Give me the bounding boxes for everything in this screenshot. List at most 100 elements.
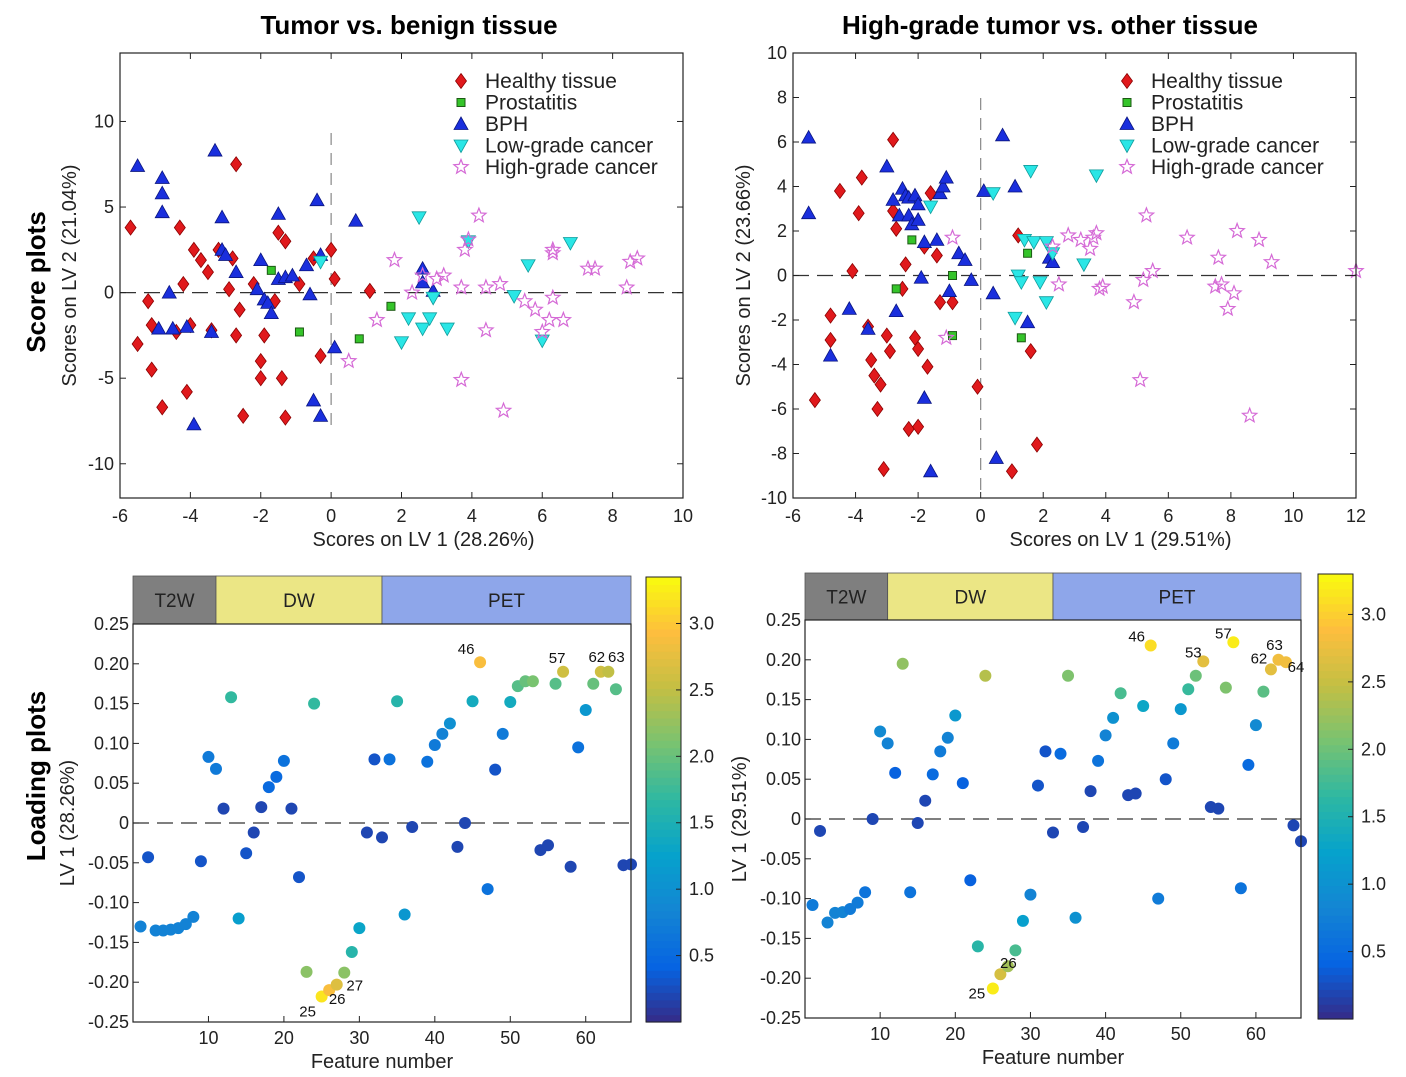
point-star	[1093, 277, 1112, 295]
loading-point	[549, 677, 562, 690]
point-triangle-up	[957, 252, 973, 266]
x-tick-label: 10	[673, 506, 693, 526]
legend-label: Healthy tissue	[485, 70, 617, 93]
point-diamond	[1024, 342, 1037, 360]
colorbar-segment	[646, 918, 681, 927]
x-tick-label: 6	[1163, 506, 1173, 526]
y-tick-label: 0.15	[94, 694, 129, 714]
x-tick-label: 12	[1346, 506, 1366, 526]
y-tick-label: -0.25	[760, 1008, 801, 1028]
loading-point	[542, 839, 554, 852]
loading-point	[496, 727, 509, 740]
x-tick-label: 2	[1038, 506, 1048, 526]
point-square	[386, 301, 396, 311]
colorbar-segment	[646, 777, 681, 786]
x-axis-label: Scores on LV 1 (28.26%)	[313, 529, 535, 551]
x-tick-label: -4	[848, 506, 864, 526]
x-axis-label: Scores on LV 1 (29.51%)	[1010, 529, 1232, 551]
colorbar-segment	[1318, 922, 1353, 931]
feature-annotation: 62	[588, 649, 605, 666]
legend-label: High-grade cancer	[1151, 156, 1324, 179]
legend-label: Prostatitis	[1151, 92, 1243, 115]
point-diamond	[180, 383, 193, 401]
point-triangle-up	[822, 347, 839, 362]
loading-point	[474, 656, 487, 669]
point-triangle-up	[207, 142, 223, 157]
y-tick-label: -0.15	[760, 928, 801, 948]
loading-point	[1264, 663, 1277, 676]
loading-point	[262, 781, 275, 794]
loading-point	[602, 665, 615, 678]
loading-point	[428, 738, 441, 751]
point-triangle-down	[312, 255, 329, 270]
colorbar-segment	[646, 792, 681, 801]
point-star	[459, 230, 478, 247]
colorbar-segment	[646, 695, 681, 704]
point-diamond	[871, 400, 884, 418]
loading-point	[1024, 888, 1037, 901]
y-tick-label: -4	[771, 355, 787, 375]
loading-point	[421, 755, 434, 768]
point-triangle-up	[309, 192, 325, 207]
colorbar-segment	[1318, 952, 1353, 961]
point-star	[403, 283, 421, 301]
band-label: T2W	[826, 588, 866, 609]
point-diamond	[874, 376, 887, 393]
band-dw	[887, 572, 1054, 621]
point-diamond	[921, 358, 934, 375]
legend-marker-triangle-down	[453, 139, 469, 154]
colorbar-segment	[646, 643, 681, 652]
colorbar-segment	[1318, 944, 1353, 953]
loading-point	[579, 703, 592, 716]
point-triangle-up	[1044, 254, 1061, 269]
point-star	[554, 310, 573, 328]
point-star	[515, 292, 534, 309]
point-square	[354, 334, 364, 344]
loading-point	[851, 896, 864, 909]
colorbar-segment	[1318, 700, 1353, 709]
loading-point	[443, 717, 456, 730]
loading-point	[436, 727, 449, 740]
x-tick-label: 10	[1283, 506, 1303, 526]
point-triangle-up	[963, 272, 979, 286]
point-triangle-up	[1007, 178, 1023, 193]
point-triangle-up	[305, 392, 322, 407]
colorbar-segment	[646, 599, 681, 608]
band-label: DW	[283, 591, 315, 612]
y-tick-label: 0.20	[766, 650, 801, 670]
colorbar-segment	[1318, 789, 1353, 798]
point-triangle-down	[506, 290, 522, 304]
loading-point	[572, 741, 585, 754]
point-diamond	[912, 418, 925, 435]
loading-point	[821, 916, 834, 929]
point-triangle-up	[154, 170, 170, 184]
colorbar-segment	[646, 703, 681, 712]
loading-point	[1212, 802, 1225, 815]
x-axis-label: Feature number	[982, 1047, 1125, 1069]
x-axis-label: Feature number	[311, 1051, 454, 1073]
point-diamond	[971, 378, 984, 395]
point-diamond	[230, 156, 243, 173]
x-tick-label: 6	[537, 506, 547, 526]
colorbar-segment	[1318, 625, 1353, 634]
point-triangle-up	[348, 212, 364, 227]
point-triangle-up	[298, 257, 315, 272]
colorbar-segment	[1318, 707, 1353, 716]
y-tick-label: -0.20	[760, 968, 801, 988]
point-diamond	[124, 219, 137, 236]
point-star	[1043, 237, 1062, 254]
point-star	[1212, 275, 1231, 292]
point-triangle-up	[326, 339, 343, 354]
axes-frame	[119, 52, 684, 499]
loading-point	[300, 965, 313, 978]
loading-point	[489, 763, 502, 776]
colorbar-segment	[1318, 781, 1353, 790]
point-triangle-up	[932, 185, 948, 200]
legend-marker-star	[452, 157, 470, 175]
point-diamond	[852, 205, 865, 222]
legend-marker-diamond	[1121, 72, 1133, 90]
colorbar-segment	[1318, 900, 1353, 909]
point-diamond	[233, 301, 246, 318]
point-star	[1072, 230, 1090, 248]
